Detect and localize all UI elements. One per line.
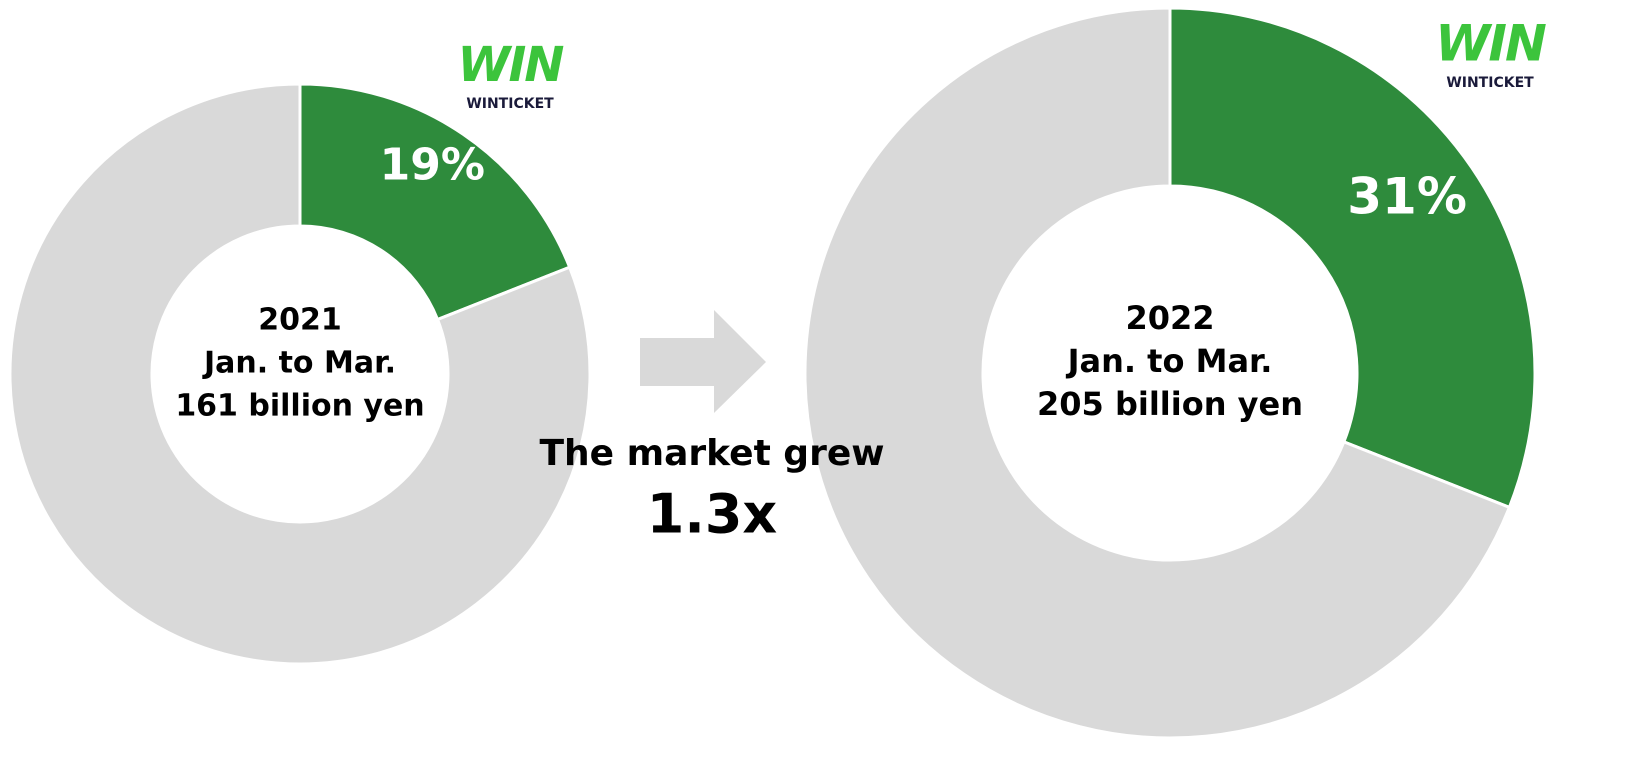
value-label: 19% [380, 139, 485, 190]
growth-factor: 1.3x [647, 483, 778, 546]
donut-segment [298, 82, 572, 322]
center-label: 161 billion yen [175, 389, 424, 424]
arrow [640, 310, 766, 413]
center-label: Jan. to Mar. [1066, 342, 1273, 380]
logo-mark: WIN [458, 37, 565, 93]
logo-name: WINTICKET [1446, 75, 1534, 91]
donut-segment [1168, 6, 1537, 510]
donuts: 19% 2021 Jan. to Mar. 161 billion yen WIN WIN… [8, 6, 1548, 740]
center-label: Jan. to Mar. [202, 346, 396, 381]
value-label: 31% [1347, 167, 1467, 225]
donut-segment [803, 6, 1512, 740]
center-label: 2021 [258, 303, 342, 338]
center-label: 2022 [1125, 299, 1214, 337]
center-label: 205 billion yen [1037, 385, 1303, 423]
logo-mark: WIN [1435, 15, 1546, 73]
annotation-text: The market grew [539, 433, 884, 474]
donut-segment [8, 82, 592, 666]
logo-name: WINTICKET [466, 96, 554, 112]
